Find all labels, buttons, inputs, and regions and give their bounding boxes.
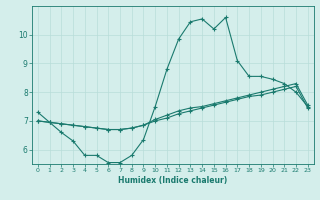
X-axis label: Humidex (Indice chaleur): Humidex (Indice chaleur) [118, 176, 228, 185]
